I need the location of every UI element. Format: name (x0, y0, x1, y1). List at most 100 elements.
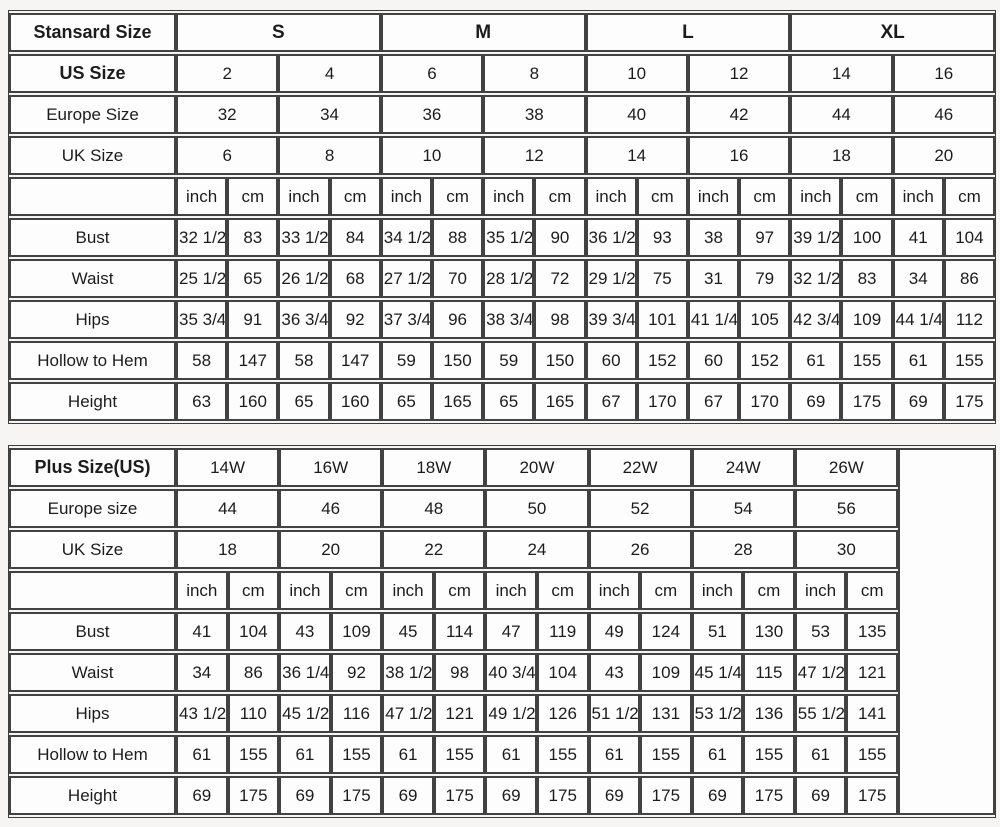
data-cell: 34 (278, 95, 381, 134)
data-cell: 160 (227, 382, 279, 421)
data-cell: 12 (687, 54, 791, 93)
table-row: Europe Size 32 34 36 38 40 42 44 46 (9, 95, 995, 134)
data-cell: 114 (433, 612, 486, 651)
data-cell: 61 (382, 735, 434, 774)
data-cell: 155 (846, 735, 898, 774)
data-cell: 38 3/4 (483, 300, 535, 339)
data-cell: cm (743, 571, 795, 610)
data-cell: 110 (227, 694, 280, 733)
data-cell: 30 (794, 530, 898, 569)
data-cell: 86 (943, 259, 995, 298)
data-cell: 69 (588, 776, 641, 815)
data-cell: cm (329, 177, 381, 216)
table-row: Europe size 44 46 48 50 52 54 56 (9, 489, 995, 528)
row-label: Bust (9, 218, 176, 257)
data-cell: 170 (636, 382, 688, 421)
data-cell: 68 (329, 259, 381, 298)
data-cell: 47 1/2 (382, 694, 434, 733)
data-cell: inch (892, 177, 944, 216)
data-cell: inch (279, 571, 331, 610)
data-cell: 119 (536, 612, 589, 651)
row-label: Bust (9, 612, 176, 651)
data-cell: 38 1/2 (382, 653, 434, 692)
data-cell: cm (846, 571, 898, 610)
data-cell: 44 (176, 489, 280, 528)
data-cell: 14W (176, 448, 280, 487)
data-cell: XL (790, 13, 995, 52)
data-cell: inch (790, 177, 842, 216)
row-label: Hollow to Hem (9, 341, 176, 380)
data-cell: 26W (794, 448, 898, 487)
row-label: UK Size (9, 530, 176, 569)
data-cell: 65 (227, 259, 279, 298)
data-cell: 14 (790, 54, 893, 93)
data-cell: 20W (485, 448, 589, 487)
data-cell: S (176, 13, 381, 52)
data-cell: 104 (536, 653, 589, 692)
data-cell: 69 (382, 776, 434, 815)
data-cell: 16 (892, 54, 995, 93)
table-row: Height 69 175 69 175 69 175 69 175 69 175 69 175 69 17… (9, 776, 995, 815)
data-cell: 34 (176, 653, 228, 692)
data-cell: 8 (483, 54, 586, 93)
data-cell: cm (536, 571, 589, 610)
data-cell: cm (431, 177, 484, 216)
data-cell: 70 (431, 259, 484, 298)
data-cell: 47 1/2 (794, 653, 847, 692)
data-cell: 147 (329, 341, 381, 380)
table-row: Hips 43 1/2 110 45 1/2 116 47 1/2 121 49 1/2 126… (9, 694, 995, 733)
data-cell: 33 1/2 (278, 218, 330, 257)
data-cell: cm (636, 177, 688, 216)
data-cell: 10 (585, 54, 688, 93)
data-cell: 86 (227, 653, 280, 692)
data-cell: 104 (227, 612, 280, 651)
data-cell: 18 (176, 530, 280, 569)
standard-size-table: Stansard Size S M L XL US Size 2 4 6 8 10 12 14 16 Eur… (8, 10, 996, 424)
data-cell: 61 (892, 341, 944, 380)
data-cell: 109 (640, 653, 692, 692)
data-cell: 175 (943, 382, 995, 421)
table-row: Stansard Size S M L XL (9, 13, 995, 52)
data-cell: 16W (279, 448, 383, 487)
data-cell: 12 (483, 136, 586, 175)
data-cell: 40 (585, 95, 688, 134)
data-cell: 98 (433, 653, 486, 692)
data-cell: 104 (943, 218, 995, 257)
data-cell: 155 (433, 735, 486, 774)
data-cell: 72 (534, 259, 586, 298)
data-cell: 88 (431, 218, 484, 257)
data-cell: 92 (330, 653, 383, 692)
data-cell: 20 (279, 530, 383, 569)
data-cell: 69 (691, 776, 744, 815)
data-cell: cm (739, 177, 791, 216)
data-cell: 155 (943, 341, 995, 380)
table-row: Hollow to Hem 58 147 58 147 59 150 59 150 60 152 60… (9, 341, 995, 380)
data-cell: 61 (794, 735, 847, 774)
data-cell: 43 1/2 (176, 694, 228, 733)
data-cell: 18 (790, 136, 893, 175)
data-cell: 51 (691, 612, 744, 651)
data-cell: 54 (691, 489, 795, 528)
data-cell: inch (380, 177, 432, 216)
table-row: Bust 41 104 43 109 45 114 47 119 49 124 51 130 53 135 (9, 612, 995, 651)
data-cell: 69 (279, 776, 331, 815)
data-cell: cm (227, 571, 280, 610)
data-cell: 65 (380, 382, 432, 421)
data-cell: 75 (636, 259, 688, 298)
table-row: Waist 34 86 36 1/4 92 38 1/2 98 40 3/4 104 43 109 4… (9, 653, 995, 692)
data-cell: 41 (892, 218, 944, 257)
data-cell: 39 1/2 (790, 218, 842, 257)
data-cell: 69 (790, 382, 842, 421)
data-cell: 45 (382, 612, 434, 651)
data-cell: 24W (691, 448, 795, 487)
data-cell: 136 (743, 694, 795, 733)
data-cell: 92 (329, 300, 381, 339)
data-cell: 38 (687, 218, 740, 257)
data-cell: 150 (534, 341, 586, 380)
data-cell: 61 (790, 341, 842, 380)
data-cell: 98 (534, 300, 586, 339)
data-cell: 16 (687, 136, 791, 175)
data-cell: 105 (739, 300, 791, 339)
data-cell: inch (485, 571, 537, 610)
